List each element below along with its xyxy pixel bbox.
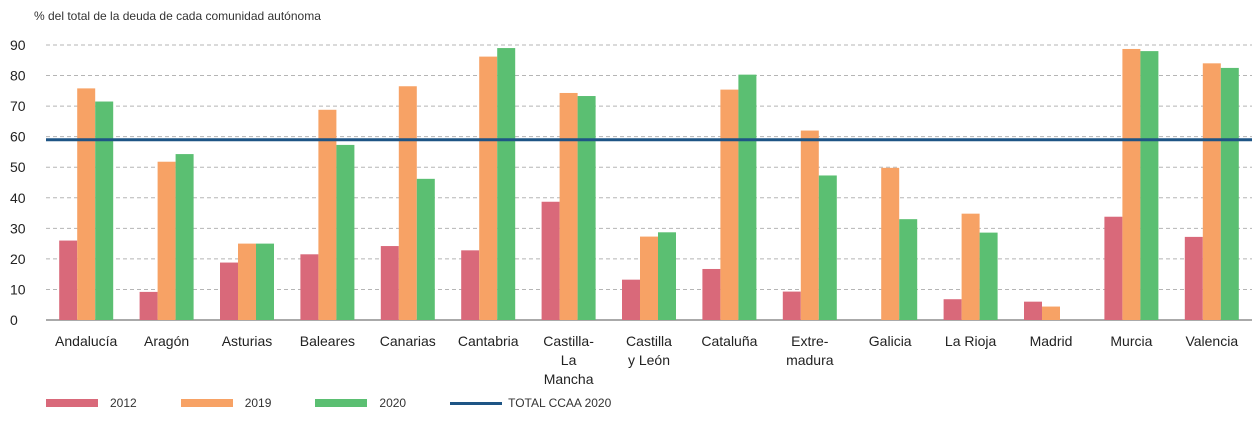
bar-2019: [640, 236, 658, 320]
bar-2020: [577, 96, 596, 321]
x-tick-label: Aragón: [144, 333, 189, 349]
bar-2020: [175, 154, 194, 320]
bar-2019: [559, 92, 578, 320]
bar-2012: [1024, 301, 1042, 320]
bar-2020: [979, 232, 998, 320]
bar-2019: [157, 161, 176, 320]
bar-2019: [318, 109, 337, 321]
bar-2012: [461, 250, 480, 320]
x-tick-label: Asturias: [222, 333, 273, 349]
bar-2012: [702, 268, 721, 320]
x-tick-label: Canarias: [380, 333, 436, 349]
bar-2020: [658, 232, 676, 320]
bar-2012: [300, 254, 319, 320]
legend-label-2019: 2019: [244, 396, 272, 410]
bar-2020: [818, 175, 837, 320]
bar-2012: [139, 291, 158, 320]
bar-2012: [1184, 236, 1203, 320]
legend: 2012 2019 2020 TOTAL CCAA 2020: [46, 396, 611, 410]
y-tick-label: 70: [10, 98, 26, 114]
bar-2020: [95, 101, 114, 321]
bar-2019: [1042, 306, 1060, 320]
y-tick-label: 80: [10, 68, 26, 84]
legend-item-total: TOTAL CCAA 2020: [450, 396, 611, 410]
bar-2019: [1202, 63, 1221, 320]
x-tick-label: Valencia: [1185, 333, 1238, 349]
bar-2012: [943, 299, 962, 320]
bar-2020: [738, 74, 757, 320]
x-tick-label: Cataluña: [701, 333, 757, 349]
y-tick-label: 90: [10, 37, 26, 53]
bar-2020: [416, 178, 435, 320]
bar-chart: 0 10 20 30 40 50 60 70 80 90 Andalucía Aragón Astur…: [10, 37, 1252, 387]
bar-2019: [238, 243, 256, 320]
bar-2012: [782, 291, 801, 320]
legend-item-2012: 2012: [46, 396, 137, 410]
bar-2020: [497, 48, 516, 321]
x-ticks: Andalucía Aragón Asturias Baleares Canarias C…: [55, 333, 1238, 387]
x-tick-label: Murcia: [1110, 333, 1152, 349]
x-tick-label: Baleares: [300, 333, 355, 349]
bar-2012: [380, 246, 399, 320]
x-tick-label: Castilla y León: [626, 333, 672, 368]
bar-2019: [1122, 48, 1141, 320]
bar-2019: [720, 89, 739, 320]
legend-item-2020: 2020: [315, 396, 406, 410]
bar-2019: [479, 56, 498, 320]
x-tick-label: Galicia: [869, 333, 912, 349]
y-tick-label: 30: [10, 220, 26, 236]
y-tick-label: 40: [10, 190, 26, 206]
bar-2012: [1104, 216, 1123, 320]
x-tick-label: Castilla-La Mancha: [543, 333, 594, 387]
legend-swatch-2019: [180, 399, 233, 407]
bar-2012: [220, 262, 238, 320]
y-ticks: 0 10 20 30 40 50 60 70 80 90: [10, 37, 26, 328]
y-tick-label: 20: [10, 251, 26, 267]
legend-swatch-2012: [46, 399, 98, 407]
bar-2020: [1140, 51, 1159, 320]
x-tick-label: Extre-madura: [786, 333, 834, 368]
bar-2012: [622, 279, 640, 320]
x-tick-label: Madrid: [1030, 333, 1073, 349]
bar-2019: [881, 167, 900, 320]
legend-swatch-2020: [315, 399, 368, 407]
legend-swatch-total: [450, 401, 503, 405]
y-tick-label: 60: [10, 129, 26, 145]
bar-2019: [800, 130, 819, 320]
bar-2019: [398, 86, 417, 320]
bar-2012: [541, 201, 560, 320]
y-tick-label: 0: [10, 312, 18, 328]
bar-2020: [256, 243, 274, 320]
legend-label-total: TOTAL CCAA 2020: [508, 396, 612, 410]
legend-item-2019: 2019: [180, 396, 272, 410]
x-tick-label: Andalucía: [55, 333, 117, 349]
legend-label-2020: 2020: [379, 396, 407, 410]
x-tick-label: Cantabria: [458, 333, 519, 349]
y-tick-label: 10: [10, 281, 26, 297]
bar-2020: [336, 144, 355, 320]
bar-2020: [899, 219, 918, 320]
bars: [59, 48, 1239, 321]
bar-2019: [961, 213, 980, 320]
x-tick-label: La Rioja: [945, 333, 997, 349]
bar-2019: [77, 88, 96, 320]
y-tick-label: 50: [10, 159, 26, 175]
bar-2012: [59, 240, 78, 320]
bar-2020: [1220, 67, 1239, 321]
legend-label-2012: 2012: [110, 396, 137, 410]
y-axis-label: % del total de la deuda de cada comunida…: [34, 9, 321, 23]
